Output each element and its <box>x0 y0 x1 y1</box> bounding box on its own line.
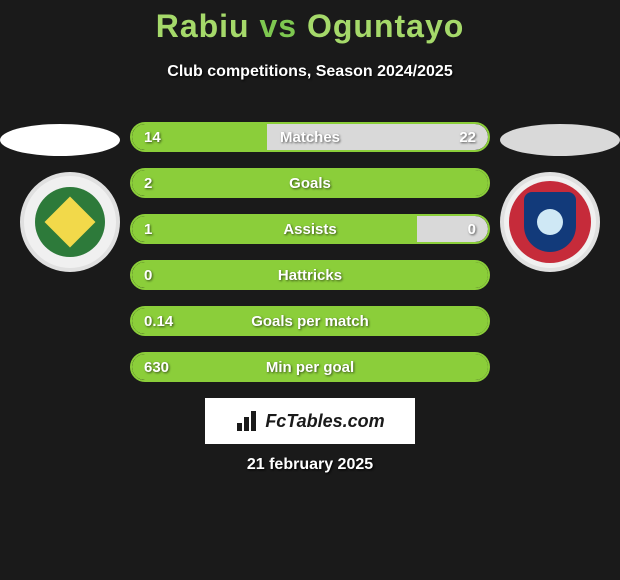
stat-label: Goals per match <box>132 308 488 334</box>
stat-row-matches: 14 Matches 22 <box>130 122 490 152</box>
stat-label: Hattricks <box>132 262 488 288</box>
title-vs: vs <box>259 8 297 44</box>
club-badge-icon <box>509 181 591 263</box>
club-badge-icon <box>35 187 105 257</box>
stat-value-right <box>464 308 488 334</box>
stat-label: Matches <box>132 124 488 150</box>
stat-row-hattricks: 0 Hattricks <box>130 260 490 290</box>
title-player1: Rabiu <box>156 8 250 44</box>
player1-club-badge <box>20 172 120 272</box>
stats-container: 14 Matches 22 2 Goals 1 Assists 0 0 Hatt… <box>130 122 490 398</box>
brand-box: FcTables.com <box>205 398 415 444</box>
player1-oval <box>0 124 120 156</box>
stat-value-right <box>464 262 488 288</box>
title-player2: Oguntayo <box>307 8 464 44</box>
stat-value-right <box>464 354 488 380</box>
subtitle: Club competitions, Season 2024/2025 <box>0 63 620 81</box>
stat-label: Min per goal <box>132 354 488 380</box>
player2-club-badge <box>500 172 600 272</box>
bar-chart-icon <box>235 411 259 431</box>
stat-row-assists: 1 Assists 0 <box>130 214 490 244</box>
stat-value-right: 22 <box>447 124 488 150</box>
stat-value-right: 0 <box>456 216 488 242</box>
stat-row-goals: 2 Goals <box>130 168 490 198</box>
stat-label: Goals <box>132 170 488 196</box>
stat-value-right <box>464 170 488 196</box>
page-title: Rabiu vs Oguntayo <box>0 0 620 45</box>
stat-row-goals-per-match: 0.14 Goals per match <box>130 306 490 336</box>
date-text: 21 february 2025 <box>0 456 620 474</box>
stat-row-min-per-goal: 630 Min per goal <box>130 352 490 382</box>
stat-label: Assists <box>132 216 488 242</box>
brand-text: FcTables.com <box>265 411 384 432</box>
player2-oval <box>500 124 620 156</box>
